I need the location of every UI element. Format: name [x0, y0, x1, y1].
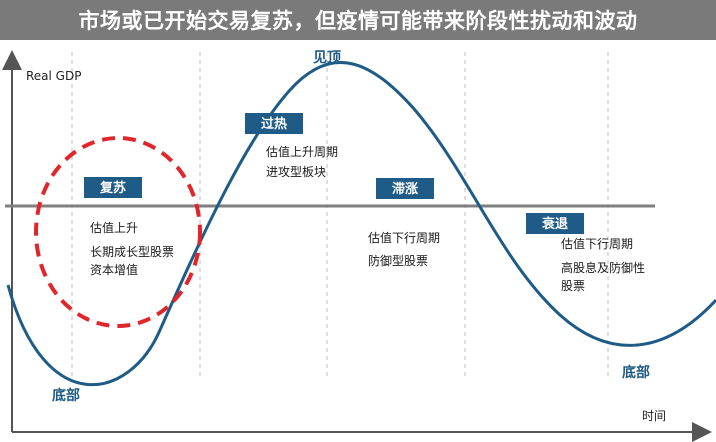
phase-name-recovery: 复苏 [99, 180, 126, 196]
phase-badge-recovery [84, 177, 142, 198]
phase-desc-recovery-2: 长期成长型股票 [90, 245, 174, 259]
gdp-cycle-curve [6, 61, 716, 386]
phase-dividers [71, 52, 609, 380]
trough-label-right: 底部 [622, 364, 650, 381]
phase-name-stagflation: 滞涨 [392, 181, 418, 197]
phase-recovery: 复苏 估值上升 长期成长型股票 资本增值 [84, 177, 174, 277]
phase-desc-overheating-1: 估值上升周期 [266, 144, 338, 159]
peak-label: 见顶 [313, 50, 341, 66]
phase-desc-recession-3: 股票 [561, 279, 585, 293]
economic-cycle-diagram: Real GDP 时间 见顶 底部 底部 复苏 估值上升 长期成长型股票 资本增… [2, 50, 716, 442]
phase-badge-recession [526, 213, 584, 234]
phase-stagflation: 滞涨 估值下行周期 防御型股票 [368, 178, 440, 268]
trough-label-left: 底部 [52, 387, 80, 404]
x-axis-label: 时间 [642, 409, 666, 423]
page-title: 市场或已开始交易复苏，但疫情可能带来阶段性扰动和波动 [0, 0, 716, 40]
phase-badge-overheating [245, 113, 303, 134]
phase-desc-stagflation-2: 防御型股票 [368, 253, 428, 268]
phase-desc-recession-2: 高股息及防御性 [561, 260, 645, 275]
phase-overheating: 过热 估值上升周期 进攻型板块 [245, 113, 338, 179]
recovery-highlight-circle [34, 136, 202, 328]
phase-desc-overheating-2: 进攻型板块 [266, 165, 326, 179]
phase-recession: 衰退 估值下行周期 高股息及防御性 股票 [526, 213, 645, 293]
y-axis-label: Real GDP [26, 69, 81, 83]
phase-badge-stagflation [376, 178, 434, 199]
phase-desc-recovery-1: 估值上升 [90, 220, 138, 235]
phase-name-recession: 衰退 [541, 216, 568, 232]
phase-desc-stagflation-1: 估值下行周期 [368, 230, 440, 245]
phase-name-overheating: 过热 [261, 116, 287, 132]
phase-desc-recession-1: 估值下行周期 [561, 236, 633, 251]
phase-desc-recovery-3: 资本增值 [90, 262, 138, 277]
